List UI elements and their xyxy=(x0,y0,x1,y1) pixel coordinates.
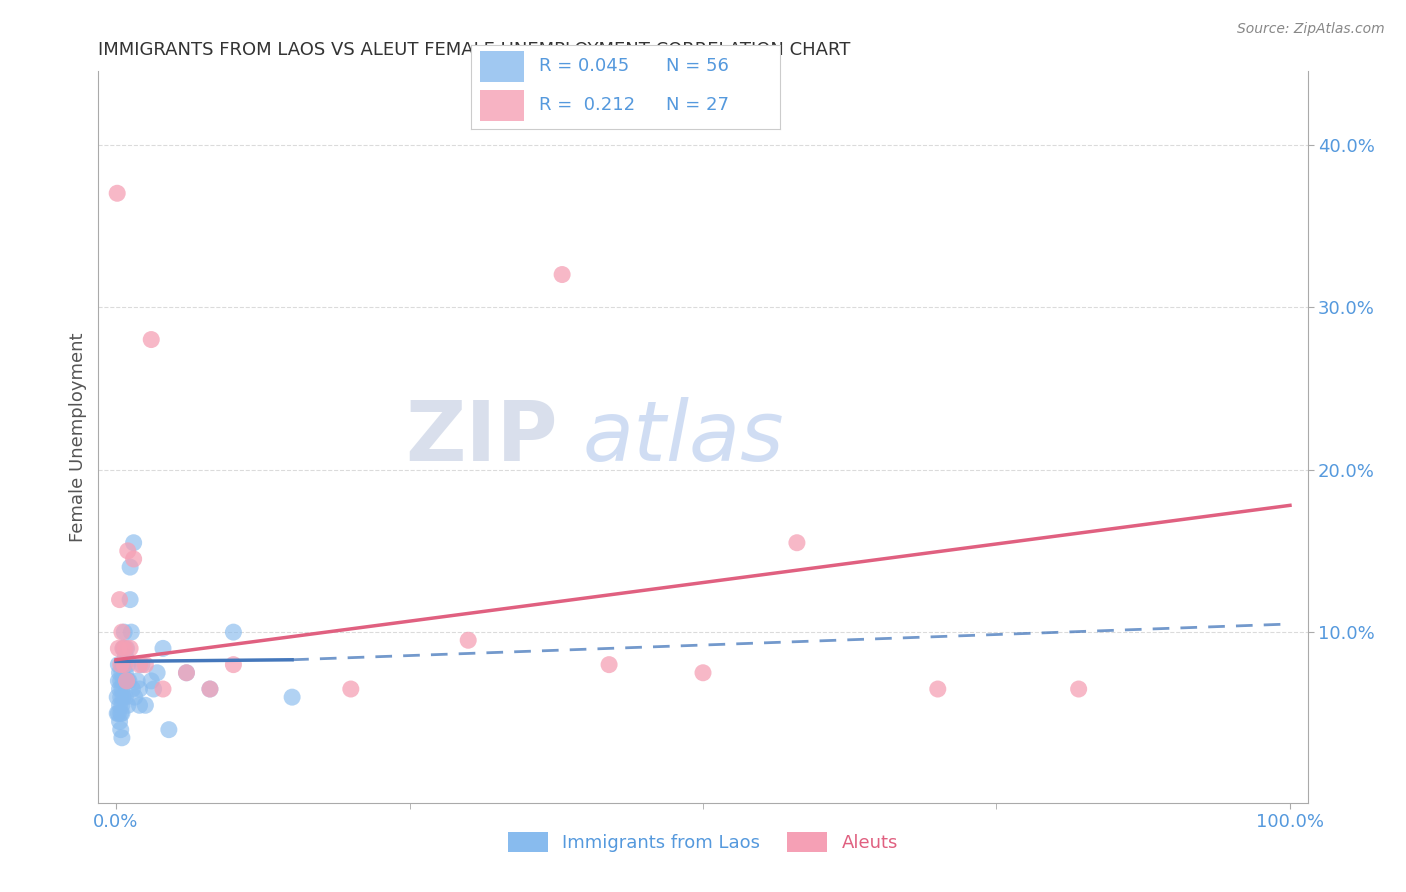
Point xyxy=(152,681,174,696)
Point xyxy=(128,698,150,713)
Point xyxy=(117,698,139,713)
Text: N = 27: N = 27 xyxy=(666,95,728,114)
Point xyxy=(114,690,136,705)
Point xyxy=(110,723,132,737)
Point xyxy=(108,681,131,696)
Point xyxy=(128,681,150,696)
Point xyxy=(105,186,128,201)
Point xyxy=(111,731,134,745)
Point xyxy=(110,657,132,672)
Point xyxy=(114,665,136,680)
Point xyxy=(117,657,139,672)
Point xyxy=(112,657,135,672)
Point xyxy=(122,552,145,566)
Legend: Immigrants from Laos, Aleuts: Immigrants from Laos, Aleuts xyxy=(501,825,905,860)
Point xyxy=(111,625,134,640)
Point xyxy=(112,657,135,672)
Point xyxy=(120,592,142,607)
Point xyxy=(120,641,142,656)
Point xyxy=(131,657,153,672)
Point xyxy=(107,706,129,721)
Point xyxy=(107,673,129,688)
Point xyxy=(111,681,134,696)
Point xyxy=(551,268,574,282)
Point xyxy=(176,665,198,680)
Point xyxy=(134,657,156,672)
Point xyxy=(134,698,156,713)
Point xyxy=(118,673,141,688)
Text: atlas: atlas xyxy=(582,397,783,477)
Point xyxy=(110,706,132,721)
Point xyxy=(112,673,135,688)
Point xyxy=(112,641,135,656)
Point xyxy=(141,333,163,347)
Text: N = 56: N = 56 xyxy=(666,57,728,75)
Point xyxy=(281,690,304,705)
Point xyxy=(108,592,131,607)
Point xyxy=(121,681,143,696)
Point xyxy=(142,681,165,696)
Point xyxy=(692,665,714,680)
Point xyxy=(114,641,136,656)
Point xyxy=(108,714,131,729)
Point xyxy=(157,723,180,737)
Point xyxy=(457,633,479,648)
Point xyxy=(112,673,135,688)
Point xyxy=(107,657,129,672)
Point xyxy=(176,665,198,680)
Y-axis label: Female Unemployment: Female Unemployment xyxy=(69,333,87,541)
Point xyxy=(127,673,149,688)
Point xyxy=(112,625,135,640)
Point xyxy=(115,641,138,656)
Point xyxy=(115,673,138,688)
Point xyxy=(598,657,620,672)
Point xyxy=(1067,681,1090,696)
Point xyxy=(120,625,142,640)
Point xyxy=(128,657,150,672)
Point xyxy=(340,681,363,696)
Point xyxy=(141,673,163,688)
Point xyxy=(111,706,134,721)
Point xyxy=(107,641,129,656)
Text: IMMIGRANTS FROM LAOS VS ALEUT FEMALE UNEMPLOYMENT CORRELATION CHART: IMMIGRANTS FROM LAOS VS ALEUT FEMALE UNE… xyxy=(98,41,851,59)
Point xyxy=(111,657,134,672)
Point xyxy=(110,690,132,705)
Text: ZIP: ZIP xyxy=(405,397,558,477)
Point xyxy=(108,698,131,713)
Point xyxy=(222,657,245,672)
Point xyxy=(105,706,128,721)
Point xyxy=(120,560,142,574)
Point xyxy=(122,535,145,549)
Point xyxy=(198,681,221,696)
Point xyxy=(105,690,128,705)
FancyBboxPatch shape xyxy=(481,90,523,120)
Point xyxy=(110,673,132,688)
Point xyxy=(198,681,221,696)
FancyBboxPatch shape xyxy=(481,52,523,82)
Point xyxy=(111,665,134,680)
Point xyxy=(108,665,131,680)
Text: R = 0.045: R = 0.045 xyxy=(538,57,630,75)
Point xyxy=(927,681,949,696)
Point xyxy=(146,665,169,680)
Point xyxy=(222,625,245,640)
Point xyxy=(117,673,139,688)
Point xyxy=(786,535,808,549)
Point xyxy=(117,544,139,558)
Point xyxy=(112,690,135,705)
Point xyxy=(114,649,136,664)
Text: R =  0.212: R = 0.212 xyxy=(538,95,636,114)
Point xyxy=(112,641,135,656)
Text: Source: ZipAtlas.com: Source: ZipAtlas.com xyxy=(1237,22,1385,37)
Point xyxy=(152,641,174,656)
Point xyxy=(115,673,138,688)
Point xyxy=(111,698,134,713)
Point xyxy=(112,641,135,656)
Point xyxy=(112,657,135,672)
Point xyxy=(124,690,146,705)
